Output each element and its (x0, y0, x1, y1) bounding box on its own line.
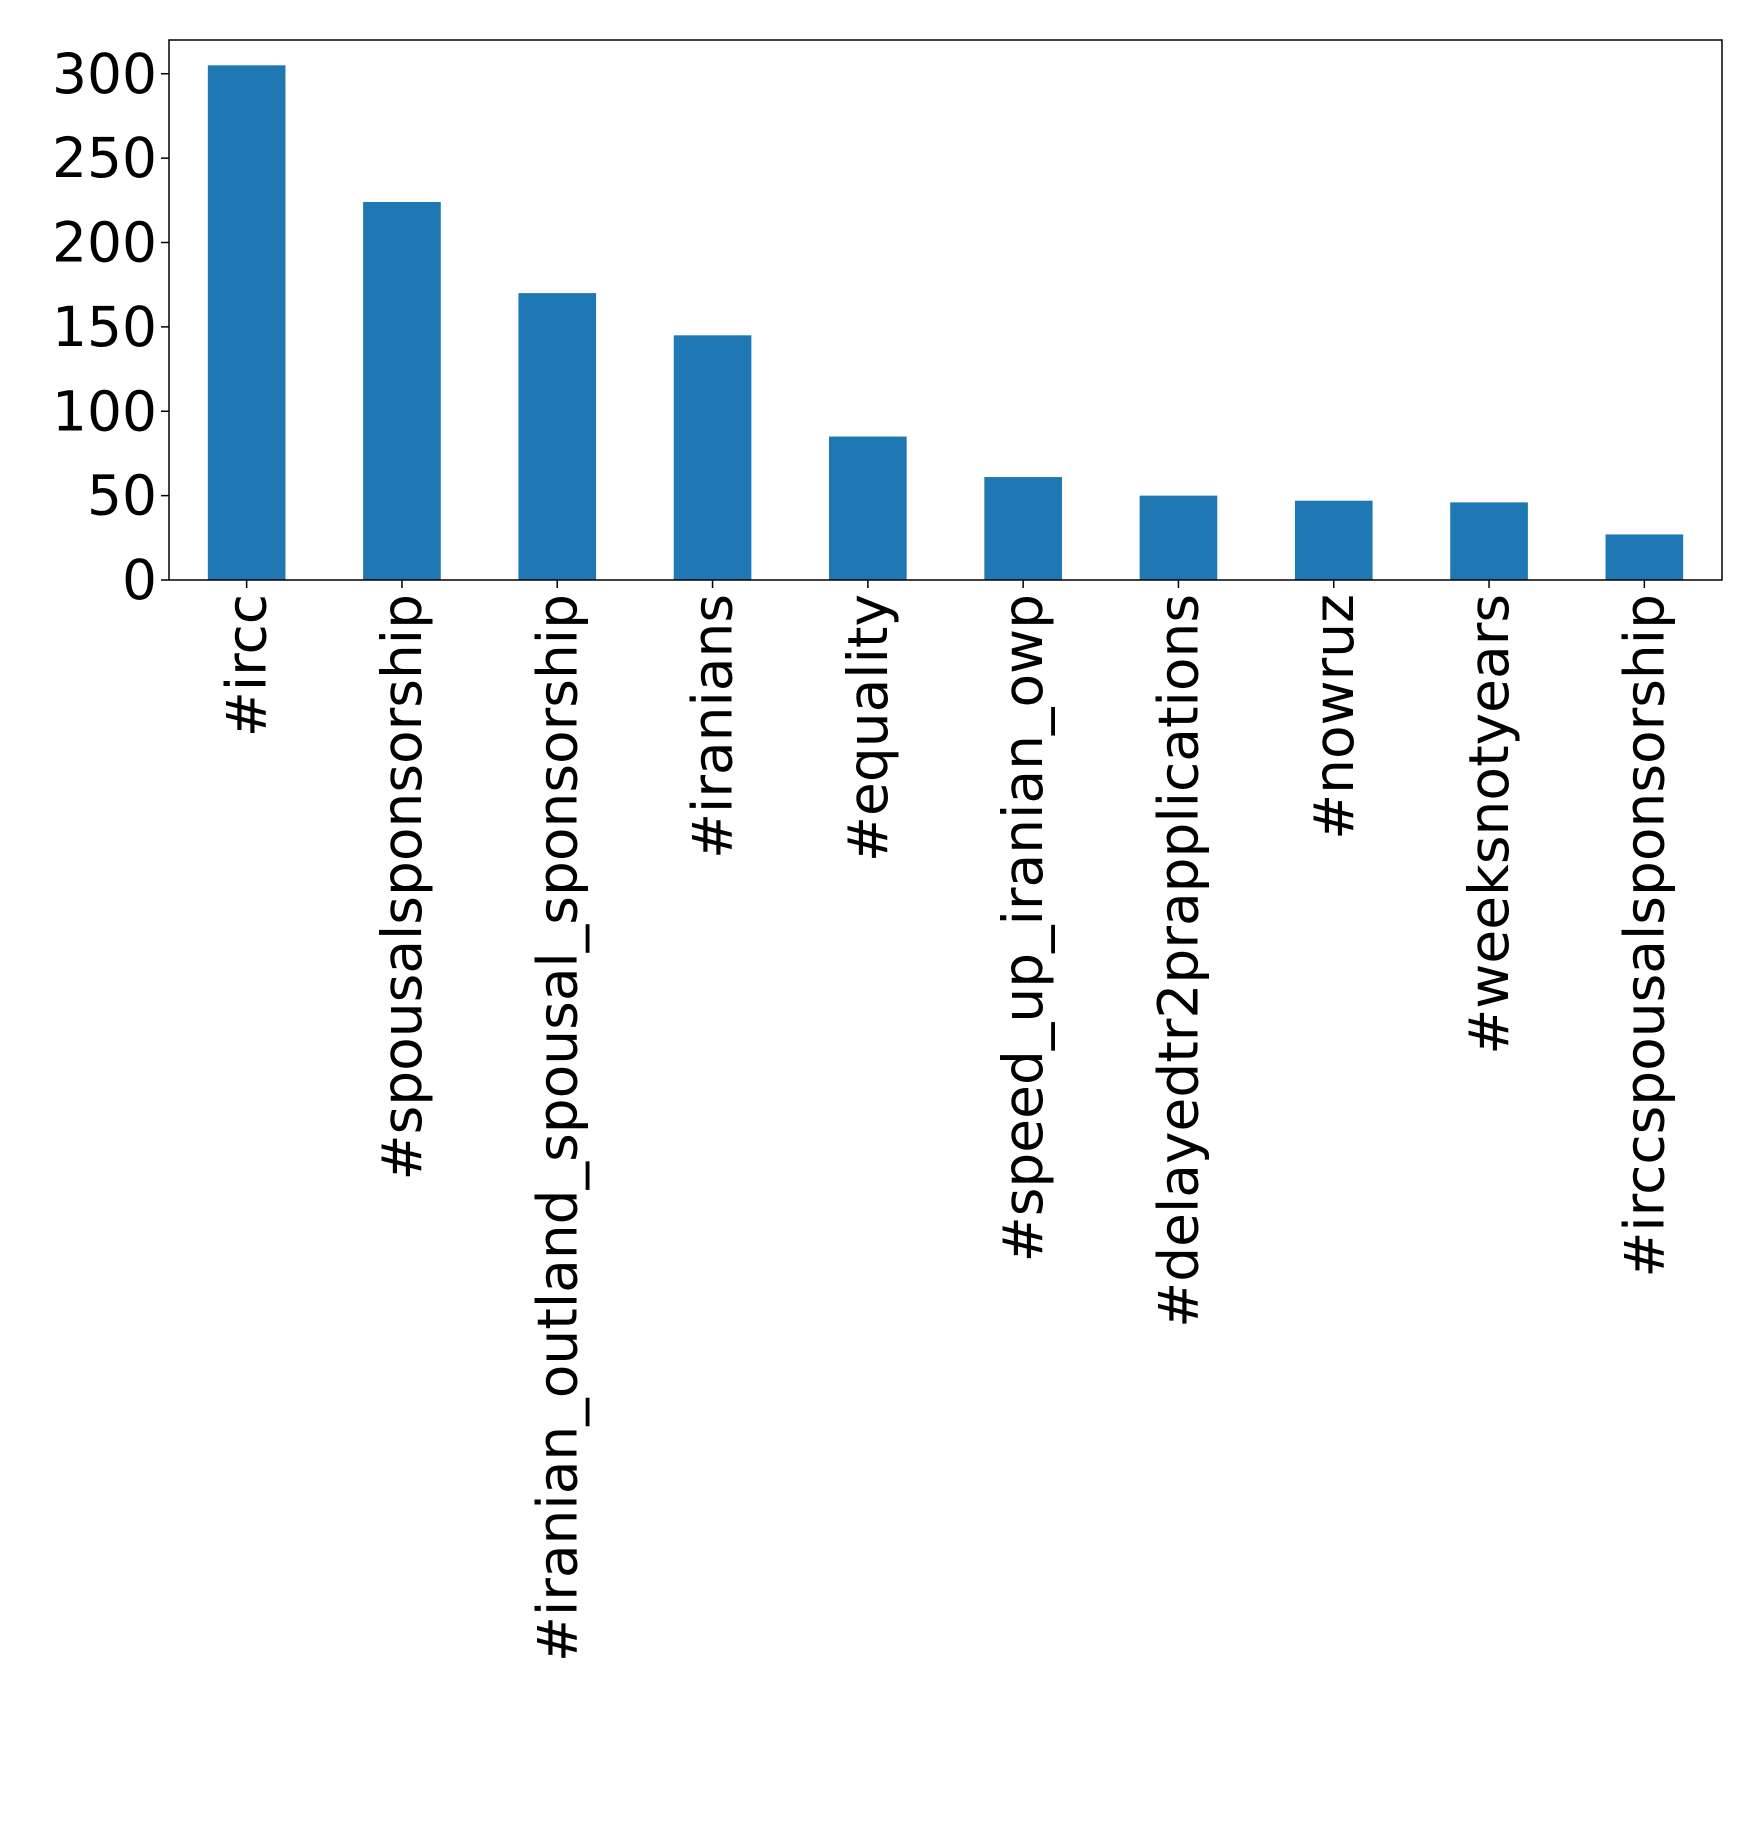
bars-layer (207, 65, 1684, 580)
bar-8 (1294, 500, 1373, 580)
bar-6 (984, 477, 1062, 580)
y-tick-label: 50 (87, 464, 157, 528)
x-tick-label: #iranians (681, 594, 745, 859)
y-tick-label: 250 (52, 126, 157, 190)
bar-2 (363, 202, 441, 580)
y-tick-label: 100 (52, 379, 157, 443)
x-tick-label: #weeksnotyears (1457, 594, 1521, 1055)
x-tick-label: #irccspousalsponsorship (1612, 594, 1676, 1278)
bar-7 (1139, 495, 1218, 580)
y-tick-label: 200 (52, 211, 157, 275)
x-axis: #ircc #spousalsponsorship #iranian_outland… (215, 580, 1676, 1662)
bar-3 (518, 293, 597, 580)
y-axis: 0 50 100 150 200 250 300 (52, 42, 169, 612)
bar-4 (673, 335, 752, 580)
bar-5 (829, 436, 907, 580)
x-tick-label: #ircc (215, 594, 279, 737)
x-tick-label: #spousalsponsorship (370, 594, 434, 1181)
x-tick-label: #nowruz (1302, 594, 1366, 840)
x-tick-label: #iranian_outland_spousal_sponsorship (525, 594, 589, 1662)
x-tick-label: #delayedtr2prapplications (1146, 594, 1210, 1328)
y-tick-label: 150 (52, 295, 157, 359)
x-tick-label: #equality (836, 594, 900, 862)
axes-frame (168, 39, 1723, 581)
bar-9 (1450, 502, 1528, 580)
y-tick-label: 0 (122, 548, 157, 612)
bar-10 (1605, 534, 1684, 580)
y-tick-label: 300 (52, 42, 157, 106)
bar-1 (207, 65, 286, 580)
x-tick-label: #speed_up_iranian_owp (991, 594, 1055, 1262)
